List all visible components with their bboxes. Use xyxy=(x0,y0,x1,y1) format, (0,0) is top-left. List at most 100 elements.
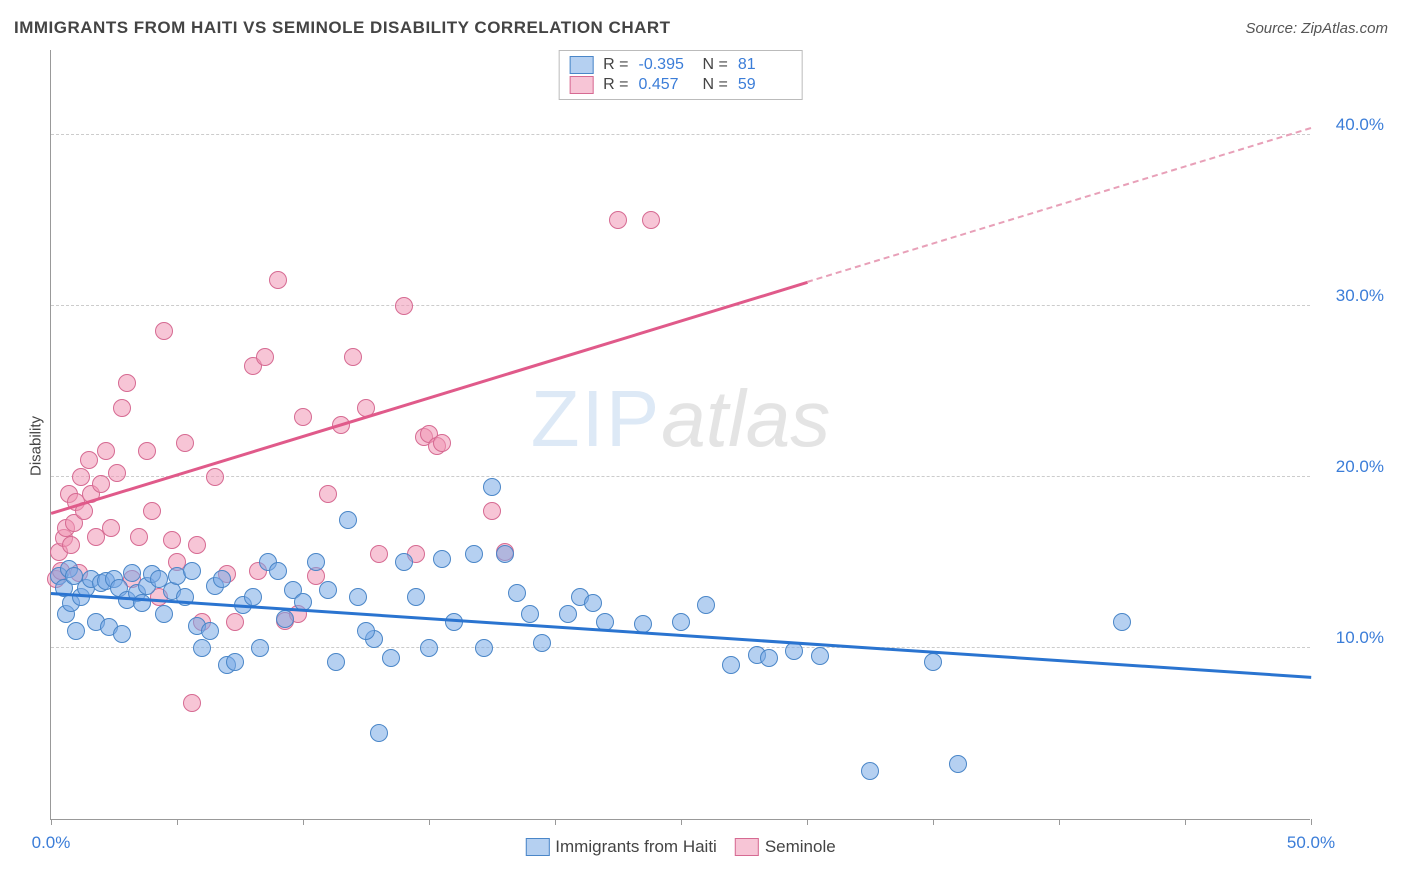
blue-point xyxy=(307,553,325,571)
legend-R-label: R = xyxy=(603,76,628,94)
pink-point xyxy=(138,442,156,460)
pink-point xyxy=(118,374,136,392)
blue-point xyxy=(508,584,526,602)
blue-point xyxy=(483,478,501,496)
x-tick-label: 50.0% xyxy=(1287,833,1335,853)
x-tick xyxy=(1185,819,1186,825)
pink-point xyxy=(176,434,194,452)
blue-point xyxy=(193,639,211,657)
blue-point xyxy=(251,639,269,657)
x-tick xyxy=(933,819,934,825)
blue-point xyxy=(349,588,367,606)
x-tick-label: 0.0% xyxy=(32,833,71,853)
pink-point xyxy=(226,613,244,631)
pink-point xyxy=(62,536,80,554)
pink-point xyxy=(319,485,337,503)
series-legend: Immigrants from Haiti Seminole xyxy=(525,837,835,857)
blue-point xyxy=(113,625,131,643)
pink-point xyxy=(370,545,388,563)
x-tick xyxy=(681,819,682,825)
blue-point xyxy=(269,562,287,580)
blue-point xyxy=(213,570,231,588)
legend-pink-R: 0.457 xyxy=(639,76,693,94)
blue-point xyxy=(433,550,451,568)
pink-point xyxy=(72,468,90,486)
x-tick xyxy=(1059,819,1060,825)
legend-row-blue: R = -0.395 N = 81 xyxy=(569,55,792,75)
y-tick-label: 30.0% xyxy=(1336,286,1384,306)
gridline xyxy=(51,647,1310,648)
blue-point xyxy=(357,622,375,640)
x-tick xyxy=(429,819,430,825)
chart-title: IMMIGRANTS FROM HAITI VS SEMINOLE DISABI… xyxy=(14,18,671,38)
legend-swatch-blue xyxy=(525,838,549,856)
blue-point xyxy=(155,605,173,623)
blue-point xyxy=(407,588,425,606)
blue-point xyxy=(226,653,244,671)
gridline xyxy=(51,305,1310,306)
blue-point xyxy=(521,605,539,623)
blue-point xyxy=(465,545,483,563)
y-tick-label: 10.0% xyxy=(1336,628,1384,648)
pink-point xyxy=(97,442,115,460)
blue-point xyxy=(339,511,357,529)
blue-point xyxy=(1113,613,1131,631)
legend-N-label: N = xyxy=(703,56,728,74)
blue-point xyxy=(244,588,262,606)
pink-point xyxy=(344,348,362,366)
y-tick-label: 40.0% xyxy=(1336,115,1384,135)
pink-point xyxy=(188,536,206,554)
legend-swatch-blue xyxy=(569,56,593,74)
pink-point xyxy=(108,464,126,482)
blue-point xyxy=(559,605,577,623)
pink-point xyxy=(294,408,312,426)
legend-R-label: R = xyxy=(603,56,628,74)
blue-point xyxy=(672,613,690,631)
source-label: Source: ZipAtlas.com xyxy=(1245,20,1388,37)
x-tick xyxy=(555,819,556,825)
legend-blue-R: -0.395 xyxy=(639,56,693,74)
blue-point xyxy=(811,647,829,665)
blue-point xyxy=(861,762,879,780)
pink-point xyxy=(206,468,224,486)
legend-pink-N: 59 xyxy=(738,76,792,94)
legend-label-pink: Seminole xyxy=(765,837,836,857)
blue-point xyxy=(475,639,493,657)
watermark: ZIPatlas xyxy=(531,373,830,465)
pink-point xyxy=(113,399,131,417)
pink-point xyxy=(433,434,451,452)
blue-point xyxy=(276,610,294,628)
blue-point xyxy=(445,613,463,631)
legend-label-blue: Immigrants from Haiti xyxy=(555,837,717,857)
pink-point xyxy=(183,694,201,712)
blue-point xyxy=(382,649,400,667)
blue-point xyxy=(327,653,345,671)
blue-point xyxy=(67,622,85,640)
correlation-legend: R = -0.395 N = 81 R = 0.457 N = 59 xyxy=(558,50,803,100)
pink-point xyxy=(155,322,173,340)
blue-point xyxy=(584,594,602,612)
blue-point xyxy=(370,724,388,742)
trend-line-pink-dashed xyxy=(807,127,1312,283)
pink-point xyxy=(609,211,627,229)
gridline xyxy=(51,476,1310,477)
pink-point xyxy=(642,211,660,229)
pink-point xyxy=(130,528,148,546)
blue-point xyxy=(722,656,740,674)
pink-point xyxy=(256,348,274,366)
pink-point xyxy=(483,502,501,520)
legend-blue-N: 81 xyxy=(738,56,792,74)
pink-point xyxy=(143,502,161,520)
x-tick xyxy=(177,819,178,825)
y-tick-label: 20.0% xyxy=(1336,457,1384,477)
blue-point xyxy=(533,634,551,652)
blue-point xyxy=(760,649,778,667)
legend-item-pink: Seminole xyxy=(735,837,836,857)
y-axis-label: Disability xyxy=(28,416,45,476)
blue-point xyxy=(496,545,514,563)
blue-point xyxy=(420,639,438,657)
x-tick xyxy=(1311,819,1312,825)
blue-point xyxy=(395,553,413,571)
pink-point xyxy=(80,451,98,469)
x-tick xyxy=(303,819,304,825)
